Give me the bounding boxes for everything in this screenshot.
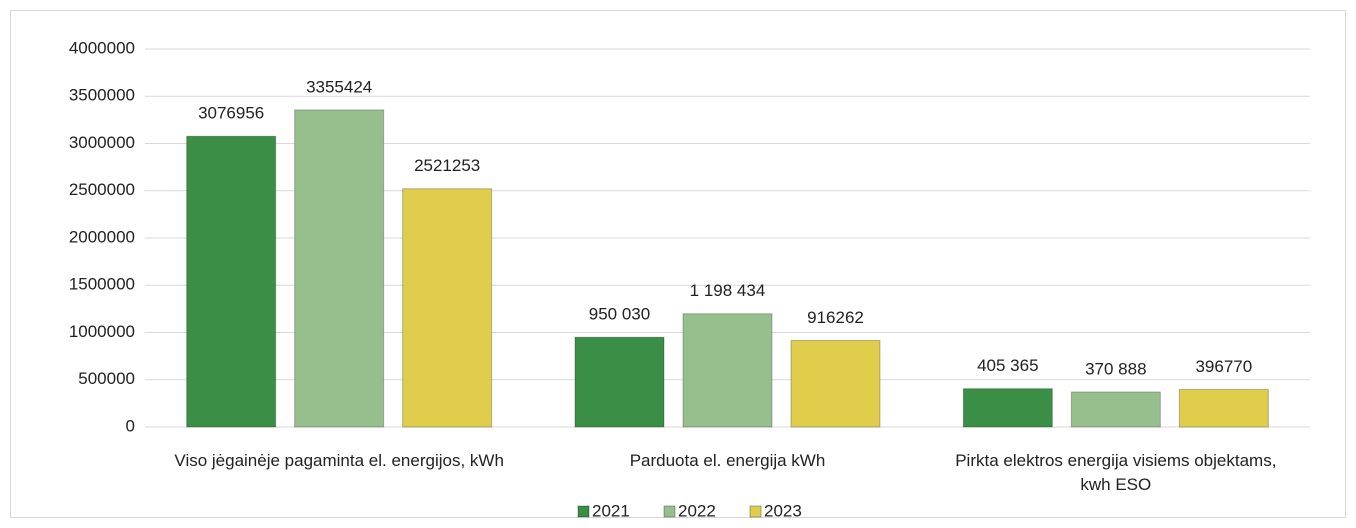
y-tick-label: 2500000: [69, 180, 135, 199]
chart-border: [10, 10, 1346, 518]
bar: [574, 336, 665, 428]
y-tick-label: 1000000: [69, 322, 135, 341]
data-label: 2521253: [414, 156, 480, 175]
y-tick-label: 3500000: [69, 86, 135, 105]
y-tick-label: 2000000: [69, 227, 135, 246]
legend-swatch: [577, 505, 590, 518]
y-tick-label: 0: [126, 416, 135, 435]
bar: [962, 388, 1053, 428]
bar: [790, 339, 881, 428]
bar: [682, 313, 773, 428]
data-label: 950 030: [589, 305, 650, 324]
bar: [1070, 391, 1161, 428]
data-label: 396770: [1195, 357, 1252, 376]
y-tick-label: 4000000: [69, 38, 135, 57]
x-tick-label: Pirkta elektros energija visiems objekta…: [955, 451, 1277, 494]
bar: [186, 135, 277, 428]
bar: [294, 109, 385, 428]
y-tick-label: 1500000: [69, 275, 135, 294]
data-label: 3076956: [198, 104, 264, 123]
data-label: 405 365: [977, 356, 1038, 375]
data-label: 1 198 434: [690, 281, 766, 300]
data-label: 370 888: [1085, 359, 1146, 378]
legend-swatch: [749, 505, 762, 518]
x-tick-label: Parduota el. energija kWh: [629, 451, 826, 470]
data-label: 916262: [807, 308, 864, 327]
bar: [1178, 389, 1269, 428]
legend-label: 2022: [678, 501, 716, 520]
data-label: 3355424: [306, 77, 372, 96]
legend-swatch: [663, 505, 676, 518]
y-tick-label: 500000: [78, 369, 135, 388]
legend-label: 2021: [592, 501, 630, 520]
x-tick-label: Viso jėgainėje pagaminta el. energijos, …: [174, 451, 504, 470]
legend-label: 2023: [764, 501, 802, 520]
bar: [402, 188, 493, 428]
y-tick-label: 3000000: [69, 133, 135, 152]
